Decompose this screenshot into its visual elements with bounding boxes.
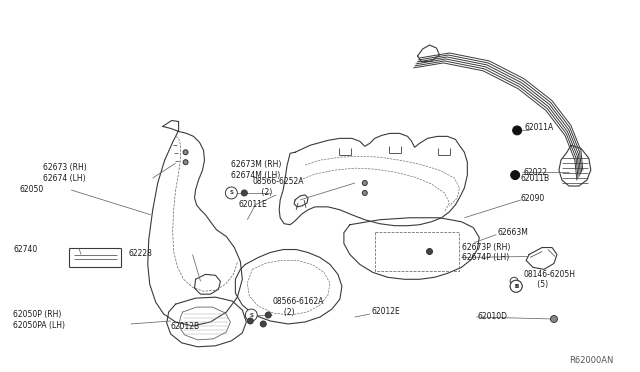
Text: 62740: 62740 [13,245,38,254]
Text: 08566-6162A
     (2): 08566-6162A (2) [272,297,324,317]
Text: S: S [229,190,234,195]
Text: R62000AN: R62000AN [569,356,613,365]
Circle shape [510,277,518,285]
Circle shape [247,318,253,324]
Text: 08566-6252A
    (2): 08566-6252A (2) [252,177,304,197]
Text: 08146-6205H
      (5): 08146-6205H (5) [523,270,575,289]
Text: 62011A: 62011A [524,123,554,132]
Text: 62673P (RH)
62674P (LH): 62673P (RH) 62674P (LH) [462,243,511,262]
Circle shape [225,187,237,199]
Circle shape [426,248,433,254]
Circle shape [362,190,367,195]
Text: 62673 (RH)
62674 (LH): 62673 (RH) 62674 (LH) [44,163,87,183]
Text: B: B [514,284,518,289]
Circle shape [510,280,522,292]
Text: 62663M: 62663M [497,228,528,237]
Circle shape [362,180,367,186]
Circle shape [513,126,522,135]
Circle shape [265,312,271,318]
Circle shape [241,190,247,196]
Circle shape [183,160,188,165]
Text: 62228: 62228 [129,249,153,258]
Text: 62011B: 62011B [520,174,549,183]
Circle shape [550,315,557,323]
Text: 62050P (RH)
62050PA (LH): 62050P (RH) 62050PA (LH) [13,310,65,330]
Text: S: S [250,312,253,318]
Text: 62022: 62022 [523,168,547,177]
Circle shape [183,150,188,155]
Text: B: B [514,284,518,289]
Text: 62012E: 62012E [372,307,401,315]
Text: 62673M (RH)
62674M (LH): 62673M (RH) 62674M (LH) [232,160,282,180]
Text: 62050: 62050 [19,186,44,195]
Text: 62012B: 62012B [171,323,200,331]
Circle shape [510,280,522,292]
Circle shape [511,282,520,291]
Circle shape [511,171,520,180]
Circle shape [245,309,257,321]
Text: 62010D: 62010D [477,311,508,321]
Text: 62090: 62090 [520,195,545,203]
Circle shape [260,321,266,327]
Text: 62011E: 62011E [238,201,267,209]
